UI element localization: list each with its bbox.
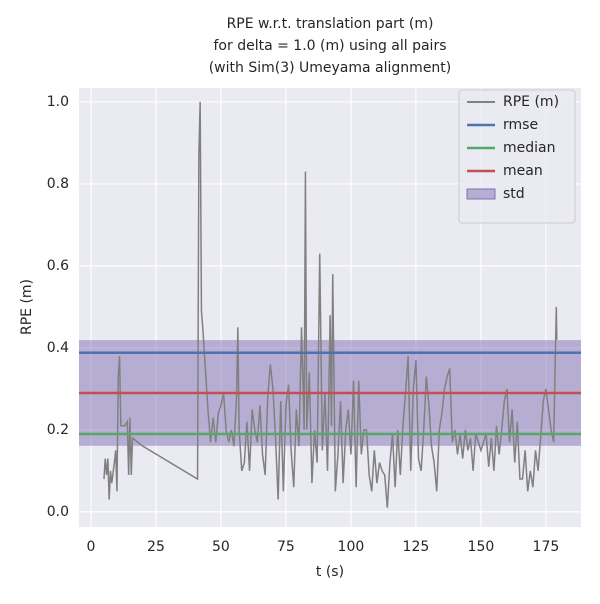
legend-label: mean — [503, 163, 543, 179]
legend-label: median — [503, 140, 555, 156]
y-tick-label: 0.6 — [47, 258, 69, 274]
legend-label: std — [503, 186, 525, 202]
x-tick-label: 175 — [533, 539, 560, 555]
legend-label: rmse — [503, 117, 538, 133]
x-tick-label: 0 — [86, 539, 95, 555]
legend-swatch — [466, 188, 496, 200]
x-tick-label: 150 — [468, 539, 495, 555]
legend-label: RPE (m) — [503, 94, 559, 110]
y-tick-label: 0.4 — [47, 340, 69, 356]
rpe-line — [103, 101, 558, 508]
x-tick-label: 100 — [338, 539, 365, 555]
y-tick-label: 0.8 — [47, 176, 69, 192]
y-axis-label: RPE (m) — [19, 279, 35, 335]
x-tick-label: 125 — [403, 539, 430, 555]
chart-title: for delta = 1.0 (m) using all pairs — [214, 38, 447, 54]
x-tick-label: 50 — [212, 539, 230, 555]
x-axis-label: t (s) — [316, 564, 344, 580]
y-tick-label: 1.0 — [47, 94, 69, 110]
chart-title: RPE w.r.t. translation part (m) — [227, 16, 434, 32]
x-tick-label: 75 — [277, 539, 295, 555]
y-tick-label: 0.2 — [47, 422, 69, 438]
x-tick-label: 25 — [147, 539, 165, 555]
chart-title: (with Sim(3) Umeyama alignment) — [209, 60, 452, 76]
y-tick-label: 0.0 — [47, 504, 69, 520]
